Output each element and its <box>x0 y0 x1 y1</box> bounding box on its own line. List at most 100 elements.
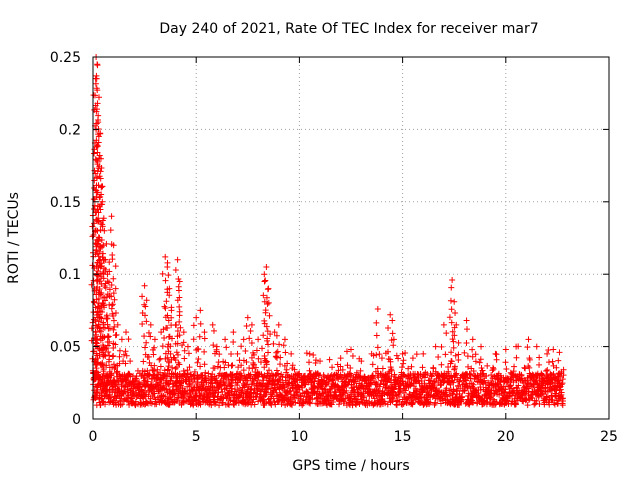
data-point <box>296 370 303 377</box>
data-point <box>297 395 304 402</box>
data-point <box>165 348 172 355</box>
data-point <box>157 355 164 362</box>
data-point <box>176 312 183 319</box>
data-point <box>194 376 201 383</box>
data-point <box>463 377 470 384</box>
data-point <box>234 350 241 357</box>
data-point <box>172 340 179 347</box>
data-point <box>369 361 376 368</box>
data-point <box>549 396 556 403</box>
data-point <box>464 353 471 360</box>
data-point <box>558 389 565 396</box>
data-point <box>212 350 219 357</box>
data-point <box>113 331 120 338</box>
data-point <box>101 375 108 382</box>
data-point <box>98 164 105 171</box>
data-point <box>397 382 404 389</box>
data-point <box>159 343 166 350</box>
data-point <box>93 174 100 181</box>
data-point <box>99 300 106 307</box>
data-point <box>442 351 449 358</box>
data-point <box>559 397 566 404</box>
data-point <box>190 322 197 329</box>
data-point <box>291 392 298 399</box>
data-point <box>128 394 135 401</box>
data-point <box>124 386 131 393</box>
data-point <box>213 343 220 350</box>
data-point <box>329 364 336 371</box>
data-point <box>106 268 113 275</box>
data-point <box>99 198 106 205</box>
data-point <box>277 354 284 361</box>
data-point <box>144 367 151 374</box>
data-point <box>98 273 105 280</box>
data-point <box>236 392 243 399</box>
data-point <box>97 206 104 213</box>
data-point <box>121 388 128 395</box>
data-point <box>490 364 497 371</box>
data-point <box>116 353 123 360</box>
data-point <box>143 318 150 325</box>
data-point <box>109 310 116 317</box>
data-point <box>110 352 117 359</box>
data-point <box>119 401 126 408</box>
data-point <box>260 292 267 299</box>
data-point <box>522 365 529 372</box>
data-point <box>194 359 201 366</box>
data-point <box>187 391 194 398</box>
data-point <box>293 377 300 384</box>
data-point <box>137 400 144 407</box>
y-tick-label: 0.2 <box>59 122 81 138</box>
data-point <box>106 364 113 371</box>
data-point <box>282 349 289 356</box>
data-point <box>270 340 277 347</box>
data-point <box>255 336 262 343</box>
data-point <box>228 376 235 383</box>
data-point <box>332 392 339 399</box>
data-point <box>284 360 291 367</box>
data-point <box>555 357 562 364</box>
data-point <box>449 276 456 283</box>
data-point <box>146 371 153 378</box>
data-point <box>273 367 280 374</box>
data-point <box>185 350 192 357</box>
data-point <box>93 241 100 248</box>
data-point <box>337 355 344 362</box>
data-point <box>387 356 394 363</box>
data-point <box>472 358 479 365</box>
data-point <box>98 237 105 244</box>
data-point <box>514 385 521 392</box>
data-point <box>493 398 500 405</box>
data-point <box>168 335 175 342</box>
data-point <box>409 355 416 362</box>
data-point <box>96 285 103 292</box>
data-point <box>368 350 375 357</box>
data-point <box>147 395 154 402</box>
y-tick-label: 0.05 <box>50 340 81 356</box>
data-point <box>525 363 532 370</box>
data-point <box>96 325 103 332</box>
data-point <box>110 326 117 333</box>
data-point <box>100 242 107 249</box>
x-tick-label: 20 <box>497 429 515 445</box>
data-point <box>428 373 435 380</box>
data-point <box>349 402 356 409</box>
data-point <box>97 130 104 137</box>
data-point <box>165 363 172 370</box>
data-point <box>95 373 102 380</box>
data-point <box>263 323 270 330</box>
data-point <box>94 227 101 234</box>
data-point <box>271 329 278 336</box>
data-point <box>261 320 268 327</box>
data-point <box>348 372 355 379</box>
data-point <box>127 358 134 365</box>
data-point <box>98 315 105 322</box>
data-point <box>430 365 437 372</box>
data-point <box>94 106 101 113</box>
data-point <box>114 370 121 377</box>
data-point <box>112 363 119 370</box>
data-point <box>277 361 284 368</box>
data-point <box>95 303 102 310</box>
data-point <box>165 333 172 340</box>
data-point <box>538 391 545 398</box>
